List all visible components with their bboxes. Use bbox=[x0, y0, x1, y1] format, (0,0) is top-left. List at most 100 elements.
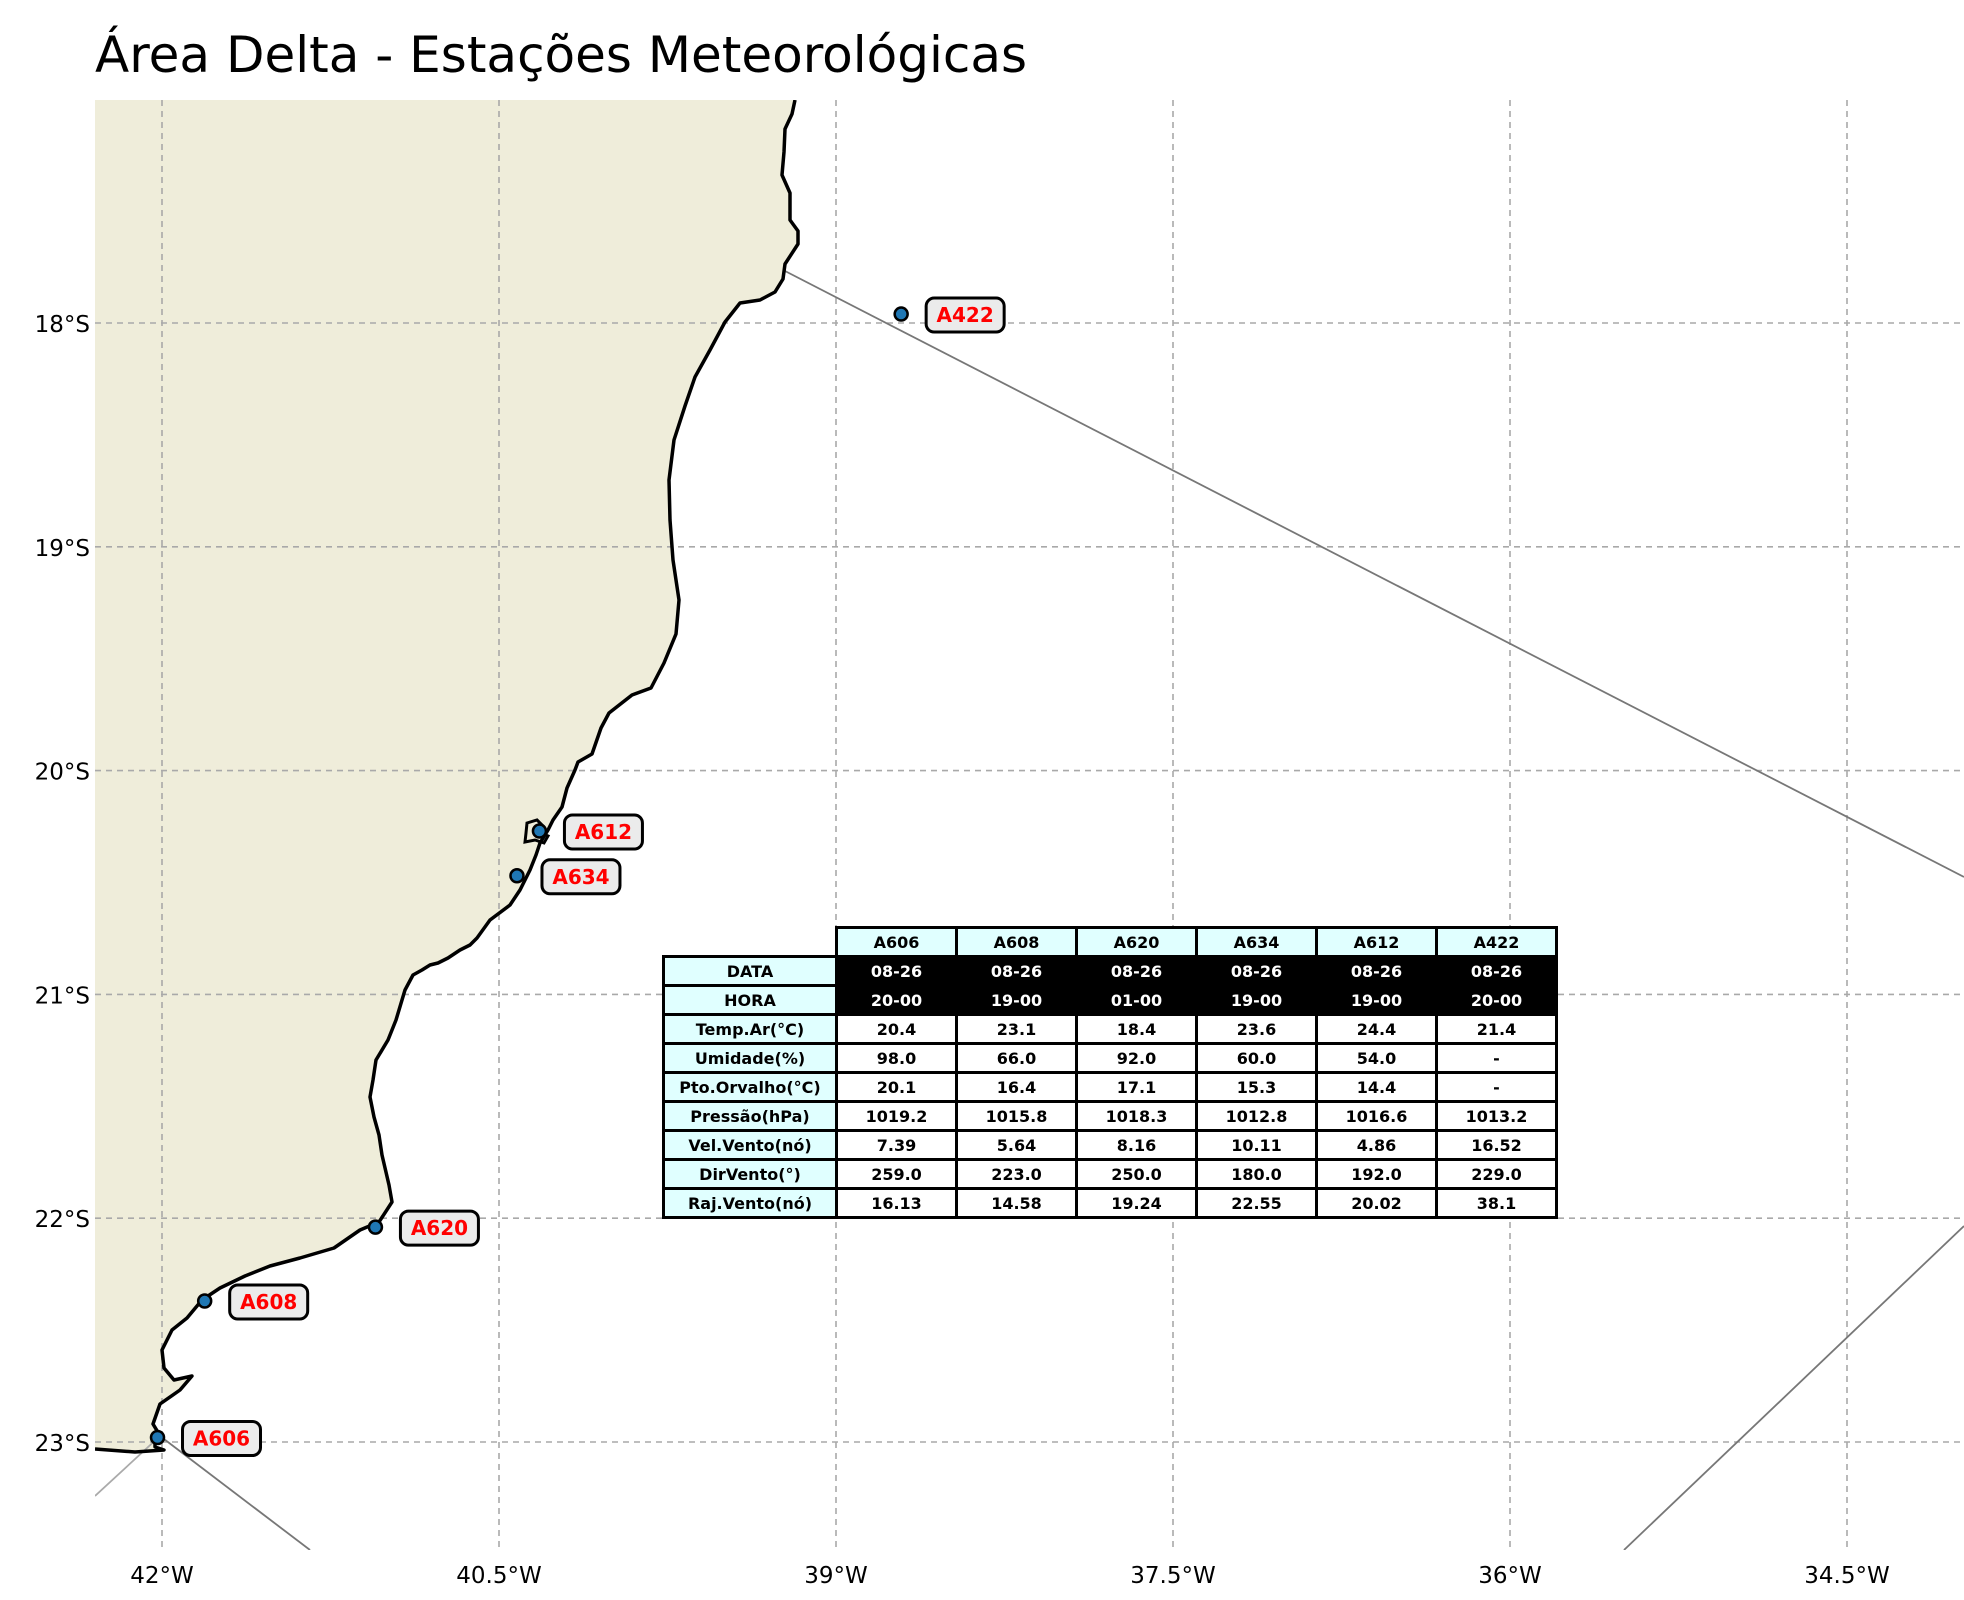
table-cell: 223.0 bbox=[955, 1158, 1078, 1190]
stations-layer: A422 A612 A634 A620 A608 A606 bbox=[149, 296, 1006, 1458]
lon-tick-label: 36°W bbox=[1478, 1563, 1542, 1589]
table-cell: 1018.3 bbox=[1075, 1100, 1198, 1132]
table-cell: 20.02 bbox=[1315, 1187, 1438, 1219]
station-label-box bbox=[181, 1420, 263, 1458]
row-label: HORA bbox=[662, 984, 838, 1016]
station-label-box bbox=[562, 813, 644, 851]
row-label: DirVento(°) bbox=[662, 1158, 838, 1190]
table-cell: 60.0 bbox=[1195, 1042, 1318, 1074]
station-a606[interactable]: A606 bbox=[149, 1420, 263, 1458]
map-title: Área Delta - Estações Meteorológicas bbox=[95, 26, 1028, 84]
table-cell: 18.4 bbox=[1075, 1013, 1198, 1045]
table-cell: 250.0 bbox=[1075, 1158, 1198, 1190]
track-line-1 bbox=[784, 270, 1964, 878]
table-cell: 19-00 bbox=[1195, 984, 1318, 1016]
table-cell: 23.1 bbox=[955, 1013, 1078, 1045]
row-label: Vel.Vento(nó) bbox=[662, 1129, 838, 1161]
table-row: Temp.Ar(°C) 20.4 23.1 18.4 23.6 24.4 21.4 bbox=[662, 1013, 1558, 1045]
row-label: Pto.Orvalho(°C) bbox=[662, 1071, 838, 1103]
station-label: A612 bbox=[575, 820, 632, 844]
table-cell: 38.1 bbox=[1435, 1187, 1558, 1219]
station-label-box bbox=[398, 1209, 480, 1247]
station-column-header: A608 bbox=[955, 926, 1078, 958]
table-cell: 192.0 bbox=[1315, 1158, 1438, 1190]
station-label: A606 bbox=[193, 1427, 250, 1451]
row-label: DATA bbox=[662, 955, 838, 987]
station-label: A608 bbox=[240, 1290, 297, 1314]
table-cell: 08-26 bbox=[835, 955, 958, 987]
row-label: Temp.Ar(°C) bbox=[662, 1013, 838, 1045]
station-a620[interactable]: A620 bbox=[367, 1209, 480, 1247]
station-column-header: A620 bbox=[1075, 926, 1198, 958]
station-a634[interactable]: A634 bbox=[509, 858, 622, 896]
lat-tick-label: 19°S bbox=[35, 536, 90, 562]
station-marker[interactable] bbox=[196, 1293, 213, 1309]
table-row: DirVento(°) 259.0 223.0 250.0 180.0 192.0 229.… bbox=[662, 1158, 1558, 1190]
table-header-row: A606 A608 A620 A634 A612 A422 bbox=[664, 926, 1558, 958]
table-cell: 08-26 bbox=[1435, 955, 1558, 987]
table-cell: 8.16 bbox=[1075, 1129, 1198, 1161]
table-cell: 180.0 bbox=[1195, 1158, 1318, 1190]
station-column-header: A606 bbox=[835, 926, 958, 958]
table-cell: 20-00 bbox=[835, 984, 958, 1016]
table-cell: 1013.2 bbox=[1435, 1100, 1558, 1132]
table-cell: 259.0 bbox=[835, 1158, 958, 1190]
table-cell: 19.24 bbox=[1075, 1187, 1198, 1219]
table-row: DATA 08-26 08-26 08-26 08-26 08-26 08-26 bbox=[662, 955, 1558, 987]
station-a422[interactable]: A422 bbox=[893, 296, 1006, 334]
station-label: A620 bbox=[411, 1216, 468, 1240]
row-label: Pressão(hPa) bbox=[662, 1100, 838, 1132]
table-row: HORA 20-00 19-00 01-00 19-00 19-00 20-00 bbox=[662, 984, 1558, 1016]
station-label-box bbox=[924, 296, 1006, 334]
station-column-header: A634 bbox=[1195, 926, 1318, 958]
station-marker[interactable] bbox=[509, 868, 525, 884]
station-a608[interactable]: A608 bbox=[196, 1283, 310, 1321]
table-cell: 20.4 bbox=[835, 1013, 958, 1045]
table-cell: 16.4 bbox=[955, 1071, 1078, 1103]
station-label: A634 bbox=[552, 865, 609, 889]
table-cell: 16.13 bbox=[835, 1187, 958, 1219]
station-marker[interactable] bbox=[149, 1429, 166, 1446]
table-cell: 08-26 bbox=[1315, 955, 1438, 987]
table-cell: 98.0 bbox=[835, 1042, 958, 1074]
table-cell: 1012.8 bbox=[1195, 1100, 1318, 1132]
station-label-box bbox=[540, 858, 622, 896]
lat-tick-label: 23°S bbox=[35, 1431, 90, 1457]
table-cell: 08-26 bbox=[1195, 955, 1318, 987]
station-column-header: A422 bbox=[1435, 926, 1558, 958]
table-cell: - bbox=[1435, 1071, 1558, 1103]
table-cell: 20.1 bbox=[835, 1071, 958, 1103]
table-cell: 08-26 bbox=[955, 955, 1078, 987]
table-cell: 08-26 bbox=[1075, 955, 1198, 987]
table-cell: 7.39 bbox=[835, 1129, 958, 1161]
station-marker[interactable] bbox=[531, 823, 548, 839]
table-cell: 21.4 bbox=[1435, 1013, 1558, 1045]
table-cell: 19-00 bbox=[955, 984, 1078, 1016]
row-label: Raj.Vento(nó) bbox=[662, 1187, 838, 1219]
table-cell: 16.52 bbox=[1435, 1129, 1558, 1161]
table-cell: 22.55 bbox=[1195, 1187, 1318, 1219]
station-marker[interactable] bbox=[893, 306, 909, 322]
table-cell: 4.86 bbox=[1315, 1129, 1438, 1161]
coastline bbox=[95, 100, 800, 1454]
lon-tick-label: 34.5°W bbox=[1804, 1563, 1889, 1589]
lat-tick-label: 18°S bbox=[35, 312, 90, 338]
land-area bbox=[95, 100, 798, 1452]
table-cell: - bbox=[1435, 1042, 1558, 1074]
table-cell: 17.1 bbox=[1075, 1071, 1198, 1103]
table-cell: 23.6 bbox=[1195, 1013, 1318, 1045]
lon-tick-label: 40.5°W bbox=[456, 1563, 541, 1589]
station-a612[interactable]: A612 bbox=[531, 813, 644, 851]
table-cell: 14.4 bbox=[1315, 1071, 1438, 1103]
bay-outline bbox=[523, 818, 551, 845]
row-label: Umidade(%) bbox=[662, 1042, 838, 1074]
table-row: Vel.Vento(nó) 7.39 5.64 8.16 10.11 4.86 16.52 bbox=[662, 1129, 1558, 1161]
table-cell: 01-00 bbox=[1075, 984, 1198, 1016]
station-label: A422 bbox=[937, 303, 994, 327]
table-cell: 19-00 bbox=[1315, 984, 1438, 1016]
table-row: Pto.Orvalho(°C) 20.1 16.4 17.1 15.3 14.4- bbox=[662, 1071, 1558, 1103]
table-cell: 92.0 bbox=[1075, 1042, 1198, 1074]
station-marker[interactable] bbox=[367, 1219, 384, 1235]
track-line-3 bbox=[95, 1435, 161, 1497]
